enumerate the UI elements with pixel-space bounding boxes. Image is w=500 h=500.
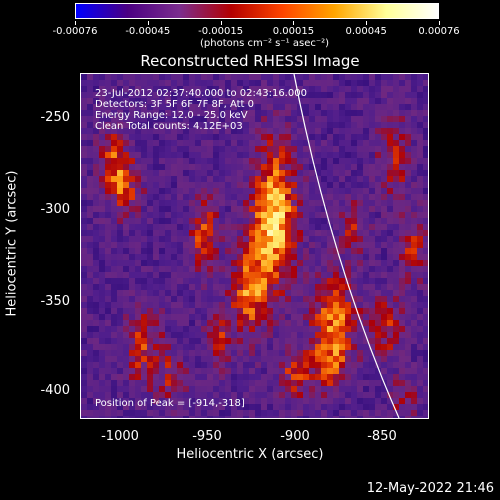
- colorbar-tick: [147, 21, 149, 25]
- colorbar-tick-label: -0.00015: [198, 26, 244, 37]
- colorbar-tick: [293, 21, 295, 25]
- plot-datestamp: 12-May-2022 21:46: [366, 481, 494, 496]
- colorbar-tick: [75, 21, 76, 25]
- x-axis-label: Heliocentric X (arcsec): [176, 447, 324, 462]
- x-tick-label: -900: [280, 429, 310, 444]
- image-title: Reconstructed RHESSI Image: [140, 52, 360, 70]
- y-axis-label: Heliocentric Y (arcsec): [4, 170, 20, 317]
- colorbar-tick-label: -0.00076: [52, 26, 98, 37]
- x-tick-label: -850: [367, 429, 397, 444]
- colorbar-tick-label: 0.00045: [345, 26, 387, 37]
- colorbar-tick-label: 0.00015: [272, 26, 315, 37]
- y-tick-label: -300: [40, 202, 70, 217]
- rhessi-heatmap: [81, 74, 428, 418]
- colorbar-tick-label: -0.00045: [125, 26, 171, 37]
- peak-position-text: Position of Peak = [-914,-318]: [95, 398, 245, 409]
- solar-limb-line: [293, 74, 400, 418]
- colorbar-tick: [439, 21, 440, 25]
- algorithm-counts-text: Clean Total counts: 4.12E+03: [95, 121, 243, 132]
- x-tick-label: -950: [192, 429, 222, 444]
- y-tick-label: -400: [40, 383, 70, 398]
- energy-range-text: Energy Range: 12.0 - 25.0 keV: [95, 110, 248, 121]
- colorbar-units: (photons cm⁻² s⁻¹ asec⁻²): [200, 38, 330, 49]
- y-tick-label: -250: [40, 110, 70, 125]
- rhessi-image-panel: 23-Jul-2012 02:37:40.000 to 02:43:16.000…: [80, 73, 429, 419]
- detectors-text: Detectors: 3F 5F 6F 7F 8F, Att 0: [95, 99, 255, 110]
- x-tick-label: -1000: [101, 429, 139, 444]
- colorbar: [75, 3, 439, 19]
- y-tick-label: -350: [40, 294, 70, 309]
- colorbar-tick-label: 0.00076: [418, 26, 460, 37]
- time-range-text: 23-Jul-2012 02:37:40.000 to 02:43:16.000: [95, 88, 307, 99]
- colorbar-tick: [220, 21, 222, 25]
- colorbar-tick: [366, 21, 368, 25]
